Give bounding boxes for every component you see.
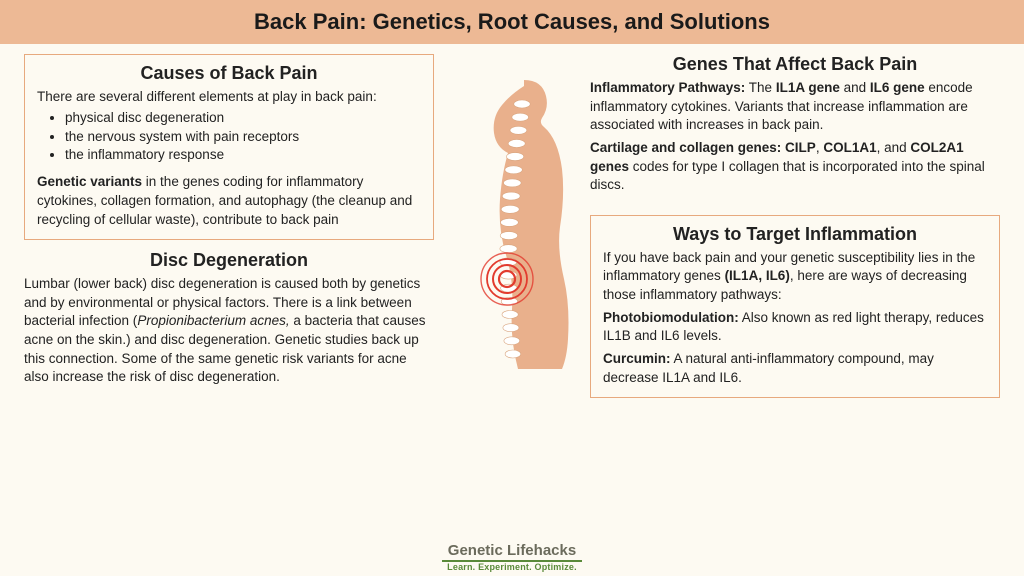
illustration-column (452, 54, 572, 576)
genes-section: Genes That Affect Back Pain Inflammatory… (590, 54, 1000, 195)
spine-illustration (452, 74, 572, 374)
disc-title: Disc Degeneration (24, 250, 434, 271)
bold-text: IL6 gene (870, 80, 925, 95)
causes-box: Causes of Back Pain There are several di… (24, 54, 434, 240)
target-box: Ways to Target Inflammation If you have … (590, 215, 1000, 398)
target-intro: If you have back pain and your genetic s… (603, 249, 987, 305)
target-title: Ways to Target Inflammation (603, 224, 987, 245)
text-span: and (840, 80, 870, 95)
list-item: physical disc degeneration (65, 109, 421, 128)
causes-intro: There are several different elements at … (37, 88, 421, 107)
brand-tagline: Learn. Experiment. Optimize. (442, 563, 582, 572)
text-span: The (745, 80, 776, 95)
genes-p1: Inflammatory Pathways: The IL1A gene and… (590, 79, 1000, 135)
spine-svg (452, 74, 572, 374)
disc-para: Lumbar (lower back) disc degeneration is… (24, 275, 434, 387)
disc-section: Disc Degeneration Lumbar (lower back) di… (24, 250, 434, 387)
italic-text: Propionibacterium acnes, (137, 313, 289, 328)
content-area: Causes of Back Pain There are several di… (0, 44, 1024, 576)
bold-text: Cartilage and collagen genes: CILP (590, 140, 816, 155)
causes-bullets: physical disc degeneration the nervous s… (37, 109, 421, 166)
target-p1: Photobiomodulation: Also known as red li… (603, 309, 987, 346)
target-p2: Curcumin: A natural anti-inflammatory co… (603, 350, 987, 387)
list-item: the inflammatory response (65, 146, 421, 165)
bold-text: (IL1A, IL6) (725, 268, 790, 283)
left-column: Causes of Back Pain There are several di… (24, 54, 434, 576)
bold-text: IL1A gene (776, 80, 840, 95)
bold-text: Genetic variants (37, 174, 142, 189)
footer-logo: Genetic Lifehacks Learn. Experiment. Opt… (442, 543, 582, 572)
list-item: the nervous system with pain receptors (65, 128, 421, 147)
causes-title: Causes of Back Pain (37, 63, 421, 84)
bold-text: Inflammatory Pathways: (590, 80, 745, 95)
brand-name: Genetic Lifehacks (442, 543, 582, 559)
bold-text: COL1A1 (823, 140, 876, 155)
page-title: Back Pain: Genetics, Root Causes, and So… (254, 9, 770, 35)
genes-title: Genes That Affect Back Pain (590, 54, 1000, 75)
text-span: codes for type I collagen that is incorp… (590, 159, 985, 193)
genes-p2: Cartilage and collagen genes: CILP, COL1… (590, 139, 1000, 195)
right-column: Genes That Affect Back Pain Inflammatory… (590, 54, 1000, 576)
bold-text: Photobiomodulation: (603, 310, 739, 325)
title-bar: Back Pain: Genetics, Root Causes, and So… (0, 0, 1024, 44)
causes-para: Genetic variants in the genes coding for… (37, 173, 421, 229)
bold-text: Curcumin: (603, 351, 671, 366)
text-span: , and (877, 140, 911, 155)
